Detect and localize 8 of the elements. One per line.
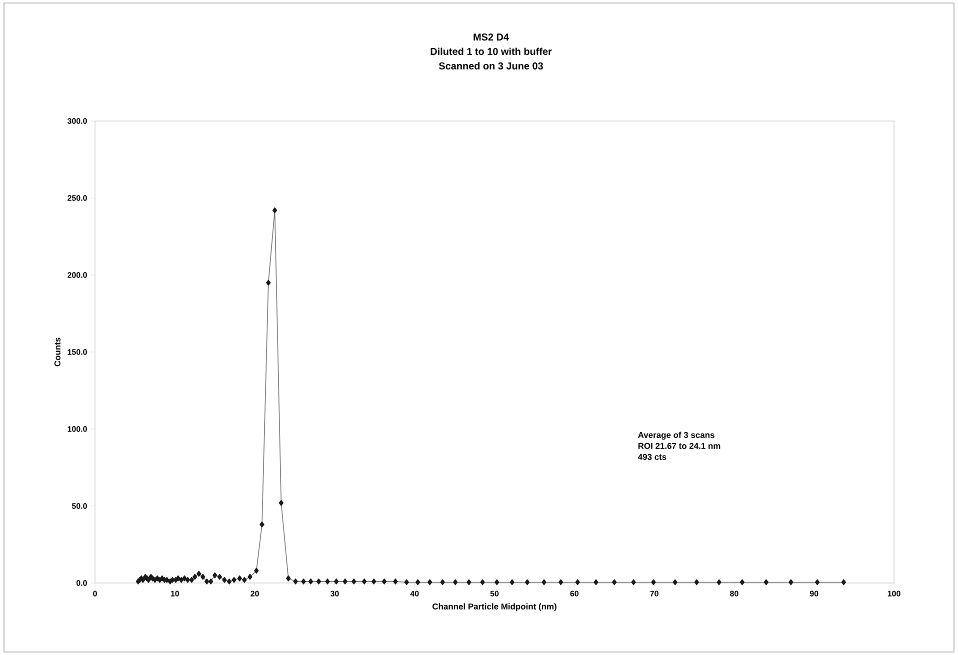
- chart-subtitle: Diluted 1 to 10 with buffer: [430, 48, 552, 56]
- x-axis-title: Channel Particle Midpoint (nm): [432, 603, 556, 612]
- text: Scanned on 3 June 03: [438, 62, 543, 70]
- chart-title: MS2 D4: [474, 34, 509, 41]
- annotation: 493 cts: [638, 454, 666, 460]
- annotation: Average of 3 scans: [638, 432, 714, 440]
- annotation: ROI 21.67 to 24.1 nm: [638, 442, 720, 449]
- y-axis-title: Counts: [54, 338, 60, 366]
